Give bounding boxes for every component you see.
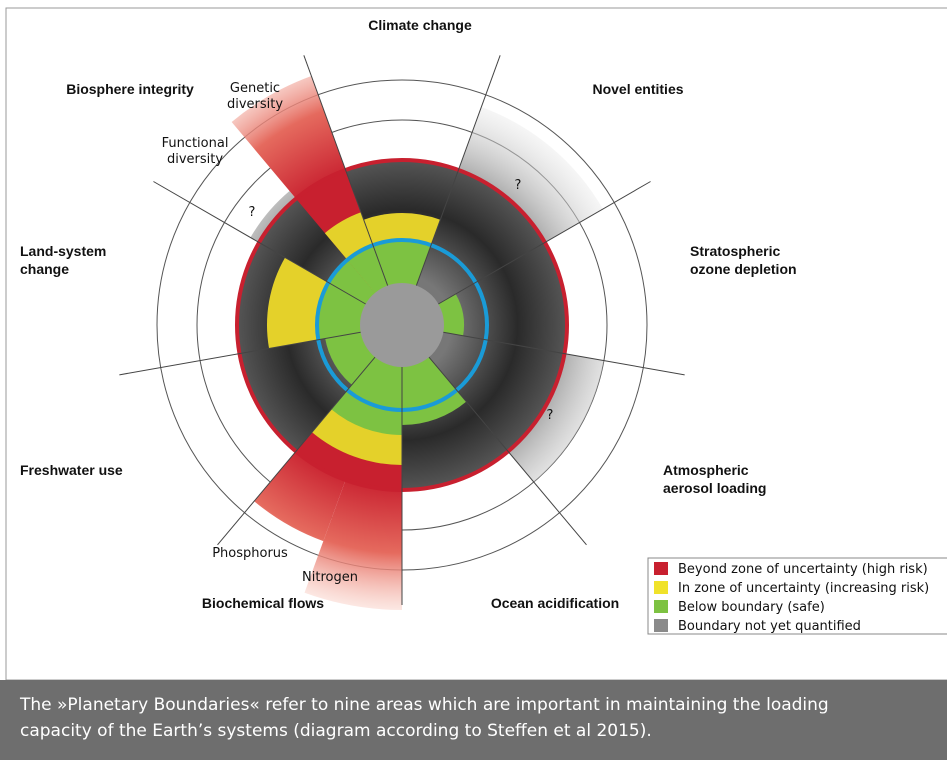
label: Novel entities [592, 81, 683, 97]
legend-label: Boundary not yet quantified [678, 619, 861, 634]
label: Genetic diversity [227, 81, 283, 112]
label-line: Functional [162, 136, 229, 151]
unknown-mark: ? [249, 205, 256, 220]
label: Stratospheric ozone depletion [690, 243, 797, 277]
legend-box [647, 557, 947, 635]
label-line: Phosphorus [212, 546, 288, 561]
legend-swatch [654, 619, 668, 632]
unknown-mark: ? [547, 408, 554, 423]
label: Freshwater use [20, 462, 123, 478]
label-line: Biosphere integrity [66, 81, 194, 97]
divider [438, 181, 651, 305]
label: Nitrogen [302, 570, 358, 585]
label-line: ozone depletion [690, 261, 797, 277]
label-line: Ocean acidification [491, 595, 619, 611]
legend-label: In zone of uncertainty (increasing risk) [678, 581, 929, 596]
label: Phosphorus [212, 546, 288, 561]
label: Biochemical flows [202, 595, 324, 611]
label: Land-system change [20, 243, 106, 277]
legend: Beyond zone of uncertainty (high risk) In… [647, 557, 947, 635]
center [360, 283, 444, 367]
label-line: Biochemical flows [202, 595, 324, 611]
label-line: change [20, 261, 69, 277]
legend-swatch [654, 562, 668, 575]
divider [119, 331, 361, 376]
label-line: Climate change [368, 17, 472, 33]
label-line: Stratospheric [690, 243, 780, 259]
divider [428, 356, 587, 546]
diagram: Climate change Novel entities Stratospheri… [5, 7, 947, 680]
label: Climate change [368, 17, 472, 33]
label-line: diversity [227, 97, 283, 112]
label: Biosphere integrity [66, 81, 194, 97]
wheel [119, 55, 685, 610]
legend-swatch [654, 600, 668, 613]
label-line: Novel entities [592, 81, 683, 97]
wedge [372, 239, 432, 325]
caption: The »Planetary Boundaries« refer to nine… [0, 680, 947, 760]
caption-line: The »Planetary Boundaries« refer to nine… [20, 695, 829, 715]
label: Atmospheric aerosol loading [663, 462, 766, 496]
label-line: Land-system [20, 243, 106, 259]
labels: Climate change Novel entities Stratospheri… [20, 17, 797, 611]
legend-label: Below boundary (safe) [678, 600, 825, 615]
label: Ocean acidification [491, 595, 619, 611]
label-line: Nitrogen [302, 570, 358, 585]
label-line: Genetic [230, 81, 280, 96]
label-line: Freshwater use [20, 462, 123, 478]
label-line: diversity [167, 152, 223, 167]
legend-label: Beyond zone of uncertainty (high risk) [678, 562, 928, 577]
unknown-mark: ? [515, 178, 522, 193]
divider [415, 55, 501, 286]
divider [217, 356, 376, 546]
label-line: Atmospheric [663, 462, 749, 478]
label: Functional diversity [162, 136, 229, 167]
caption-line: capacity of the Earth’s systems (diagram… [20, 721, 652, 741]
divider [443, 331, 685, 376]
label-line: aerosol loading [663, 480, 766, 496]
legend-swatch [654, 581, 668, 594]
frame [5, 7, 947, 680]
divider [303, 55, 389, 286]
divider [153, 181, 366, 305]
